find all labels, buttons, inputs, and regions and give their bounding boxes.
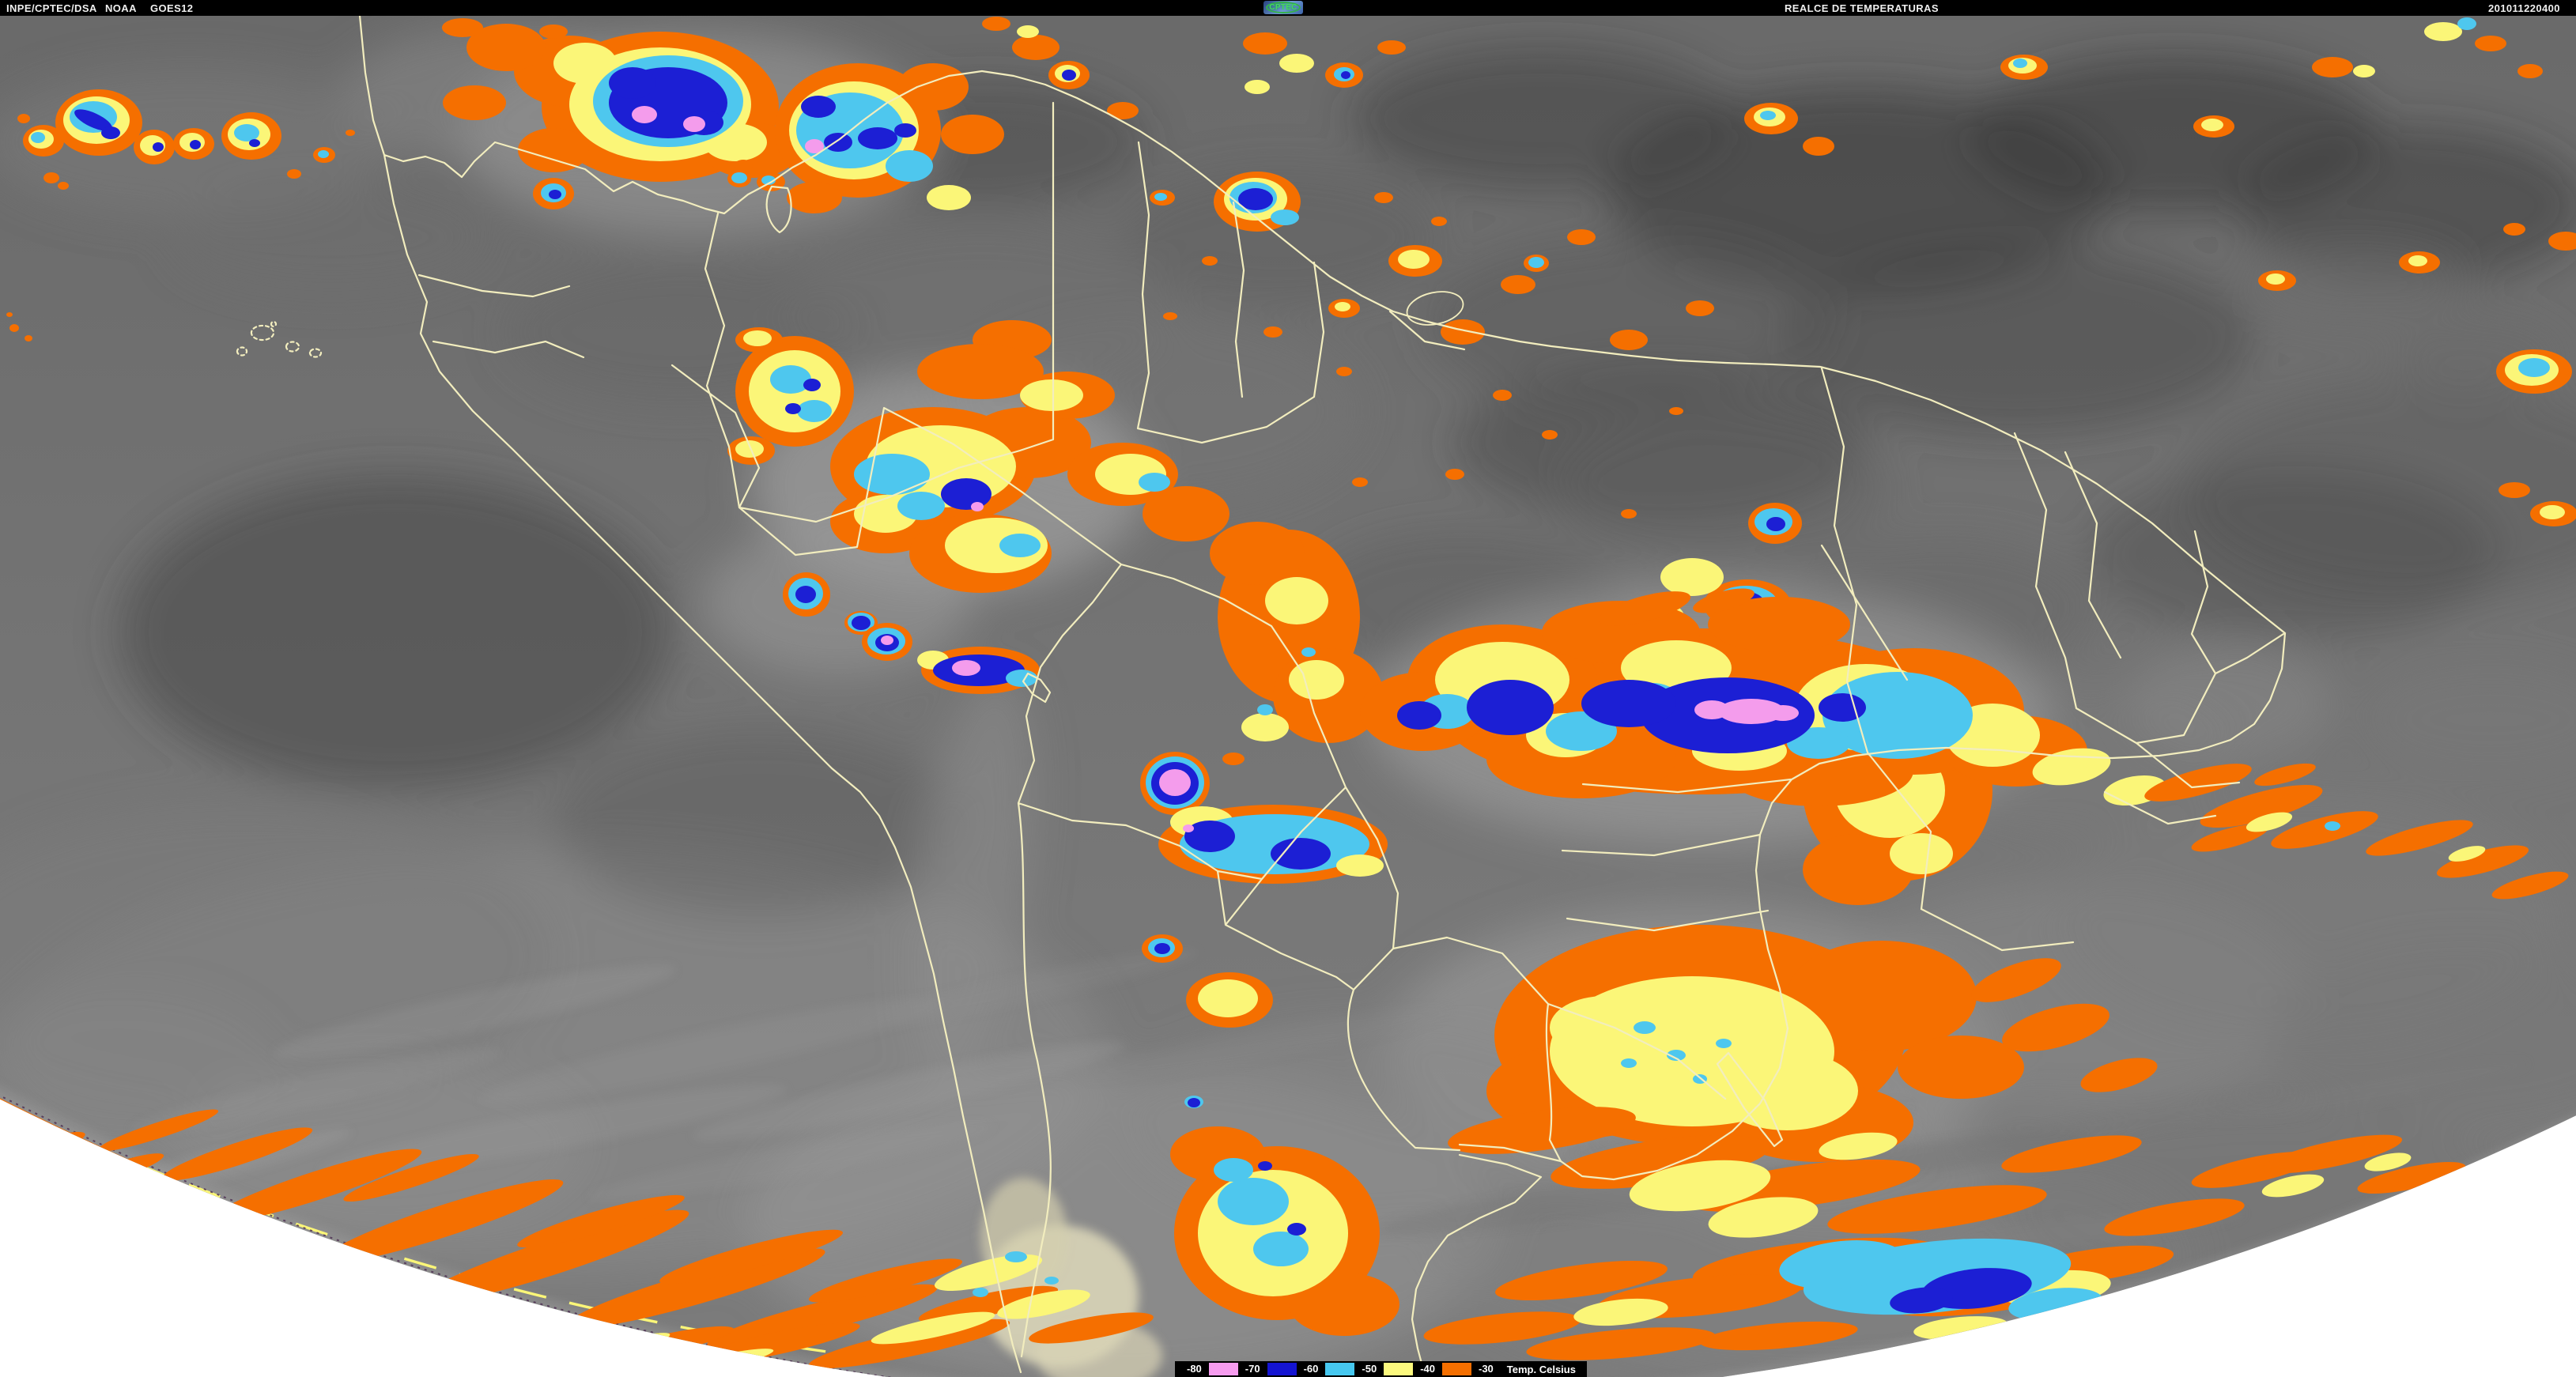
legend-temp-label: -70	[1245, 1363, 1260, 1375]
cptec-logo: CPTEC	[1263, 1, 1303, 14]
storm-cluster-ecuador-colombia	[727, 327, 854, 465]
storm-complex-south-brazil	[1360, 588, 2166, 806]
orange-streak-band-southeast	[1423, 1107, 2466, 1360]
org-label: NOAA	[105, 2, 137, 14]
legend-temp-label: -40	[1420, 1363, 1435, 1375]
marajo-island-outline	[1406, 291, 1464, 326]
storm-cells-central-brazil	[1163, 192, 1714, 519]
storm-mass-rio-grande-uruguay	[1486, 925, 2158, 1162]
internal-borders	[417, 101, 1727, 1358]
legend-color-swatch	[1325, 1363, 1355, 1375]
orange-streaks-atlantic	[2144, 482, 2576, 900]
timestamp: 201011220400	[2488, 2, 2560, 14]
product-title: REALCE DE TEMPERATURAS	[1785, 2, 1939, 14]
legend-unit-label: Temp. Celsius	[1506, 1363, 1576, 1375]
legend-temp-label: -30	[1478, 1363, 1494, 1375]
orange-streak-band-southwest	[9, 1109, 1154, 1377]
coastline	[358, 14, 2287, 1374]
brazil-state-borders	[1561, 367, 2285, 952]
storm-cell-bolivia-pink-core	[1140, 752, 1210, 815]
temperature-legend: -80 -70 -60 -50 -40 -30 Temp. Celsius	[1175, 1361, 1587, 1377]
storm-band-paraguay-cyan	[1158, 805, 1388, 884]
legend-color-swatch	[1441, 1363, 1471, 1375]
galapagos-islands	[236, 320, 323, 358]
storm-complex-west-amazon	[783, 320, 1229, 694]
legend-color-swatch	[1384, 1363, 1414, 1375]
header-bar: INPE/CPTEC/DSA NOAA GOES12 CPTEC REALCE …	[0, 0, 2576, 16]
cptec-logo-ring-icon	[1266, 2, 1301, 13]
legend-color-swatch	[1208, 1363, 1238, 1375]
agency-label: INPE/CPTEC/DSA	[6, 2, 97, 14]
cptec-logo-text: CPTEC	[1269, 3, 1297, 12]
storm-cells-argentina-north	[1142, 934, 1399, 1336]
country-borders	[236, 14, 2287, 1374]
legend-temp-label: -60	[1303, 1363, 1319, 1375]
storm-cells-north-northeast	[1744, 17, 2576, 394]
legend-temp-label: -50	[1362, 1363, 1377, 1375]
satellite-label: GOES12	[150, 2, 194, 14]
legend-color-swatch	[1267, 1363, 1297, 1375]
lakes-and-lagoons	[765, 185, 1784, 1148]
storm-cluster-bolivia-brazil-border	[1210, 522, 1384, 765]
storm-cluster-panama-colombia	[442, 18, 799, 209]
legend-items: -80 -70 -60 -50 -40 -30	[1180, 1361, 1501, 1377]
legend-temp-label: -80	[1187, 1363, 1202, 1375]
storm-band-itcz-pacific	[6, 89, 355, 341]
